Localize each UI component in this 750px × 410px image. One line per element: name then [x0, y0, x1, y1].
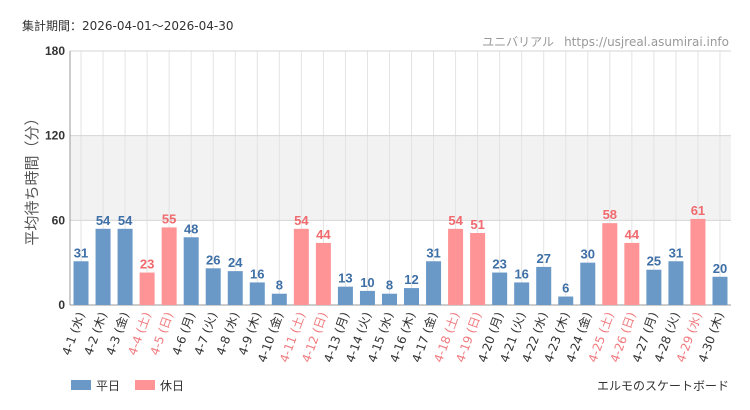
site-name: ユニバリアル	[482, 35, 554, 49]
data-label: 27	[536, 251, 550, 266]
bar[interactable]	[315, 242, 331, 305]
bar[interactable]	[73, 261, 89, 305]
data-label: 8	[276, 278, 283, 293]
data-label: 26	[206, 252, 220, 267]
bar[interactable]	[249, 282, 265, 305]
bar[interactable]	[668, 261, 684, 305]
y-axis-title: 平均待ち時間（分）	[23, 110, 41, 245]
legend-holiday-swatch	[135, 380, 155, 390]
y-tick-label: 60	[52, 213, 66, 227]
bar[interactable]	[558, 296, 574, 305]
data-label: 44	[316, 227, 331, 242]
data-label: 23	[492, 257, 506, 272]
bar[interactable]	[690, 218, 706, 305]
bar[interactable]	[183, 237, 199, 305]
attraction-name: エルモのスケートボード	[597, 379, 729, 393]
data-label: 54	[96, 213, 111, 228]
bar[interactable]	[492, 272, 508, 305]
bar[interactable]	[646, 269, 662, 305]
data-label: 31	[669, 245, 683, 260]
legend-weekday-label: 平日	[96, 379, 120, 393]
bar[interactable]	[227, 271, 243, 305]
data-label: 54	[118, 213, 133, 228]
bar[interactable]	[117, 228, 133, 305]
data-label: 25	[647, 254, 661, 269]
bar[interactable]	[404, 288, 420, 305]
bar[interactable]	[580, 262, 596, 305]
data-label: 10	[360, 275, 374, 290]
data-label: 16	[250, 266, 264, 281]
data-label: 20	[713, 261, 727, 276]
data-label: 58	[603, 207, 617, 222]
bar[interactable]	[448, 228, 464, 305]
bar[interactable]	[337, 286, 353, 305]
data-label: 24	[228, 255, 243, 270]
data-label: 54	[448, 213, 463, 228]
y-tick-label: 0	[58, 298, 65, 312]
bar[interactable]	[381, 293, 397, 305]
bar[interactable]	[602, 223, 618, 305]
data-label: 31	[426, 245, 440, 260]
bar[interactable]	[205, 268, 221, 305]
y-tick-label: 180	[45, 44, 65, 58]
data-label: 12	[404, 272, 418, 287]
data-label: 30	[581, 247, 595, 262]
bar[interactable]	[271, 293, 287, 305]
bar[interactable]	[514, 282, 530, 305]
period-label: 集計期間：2026-04-01〜2026-04-30	[22, 18, 233, 33]
data-label: 48	[184, 221, 198, 236]
data-label: 51	[470, 217, 484, 232]
site-brand[interactable]: ユニバリアル https://usjreal.asumirai.info	[482, 35, 729, 49]
y-tick-label: 120	[45, 129, 65, 143]
data-label: 8	[386, 278, 393, 293]
data-label: 31	[74, 245, 88, 260]
bar[interactable]	[139, 272, 155, 305]
data-label: 54	[294, 213, 309, 228]
bar[interactable]	[161, 227, 177, 305]
site-url: https://usjreal.asumirai.info	[564, 35, 729, 49]
bar[interactable]	[359, 290, 375, 305]
data-label: 61	[691, 203, 705, 218]
bar[interactable]	[624, 242, 640, 305]
data-label: 16	[514, 266, 528, 281]
legend: 平日 休日	[71, 379, 184, 393]
data-label: 55	[162, 211, 176, 226]
bar[interactable]	[426, 261, 442, 305]
data-label: 13	[338, 271, 352, 286]
legend-holiday-label: 休日	[160, 379, 184, 393]
bar[interactable]	[712, 276, 728, 305]
bar[interactable]	[470, 233, 486, 305]
data-label: 44	[625, 227, 640, 242]
bar[interactable]	[95, 228, 111, 305]
bar[interactable]	[536, 266, 552, 305]
legend-weekday-swatch	[71, 380, 91, 390]
bar[interactable]	[293, 228, 309, 305]
data-label: 23	[140, 257, 154, 272]
highlight-band	[70, 135, 731, 221]
data-label: 6	[562, 281, 569, 296]
